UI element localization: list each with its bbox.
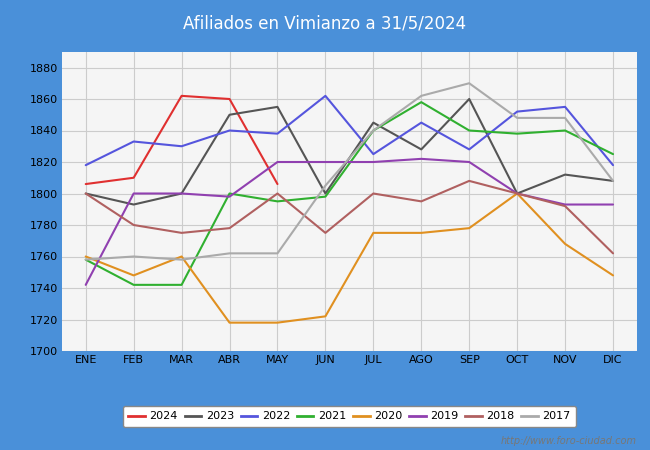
Text: http://www.foro-ciudad.com: http://www.foro-ciudad.com xyxy=(501,436,637,446)
Legend: 2024, 2023, 2022, 2021, 2020, 2019, 2018, 2017: 2024, 2023, 2022, 2021, 2020, 2019, 2018… xyxy=(123,406,576,427)
Text: Afiliados en Vimianzo a 31/5/2024: Afiliados en Vimianzo a 31/5/2024 xyxy=(183,14,467,33)
